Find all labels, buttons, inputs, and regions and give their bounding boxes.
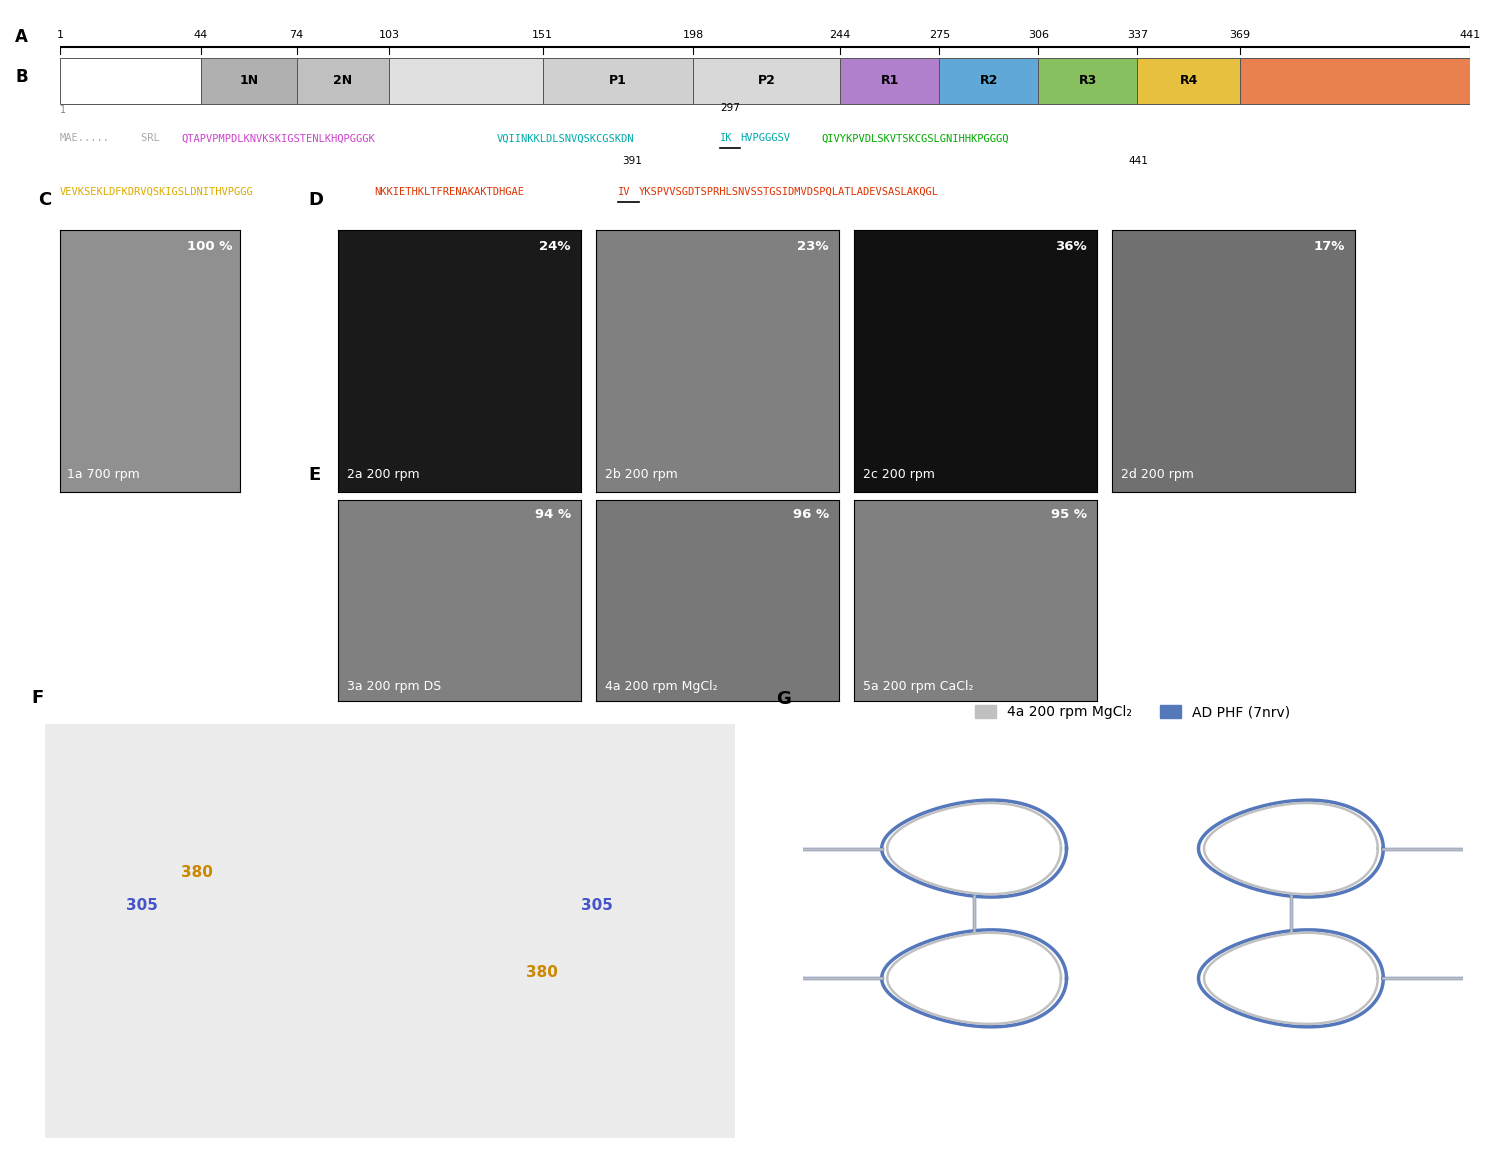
Text: 305: 305 bbox=[580, 899, 614, 913]
Bar bbox=[939, 59, 1038, 103]
Text: D: D bbox=[309, 191, 324, 209]
Text: 2d 200 rpm: 2d 200 rpm bbox=[1120, 469, 1194, 481]
Text: 441: 441 bbox=[1130, 156, 1149, 167]
Text: 1a 700 rpm: 1a 700 rpm bbox=[68, 469, 140, 481]
Text: B: B bbox=[15, 68, 28, 86]
Text: 44: 44 bbox=[194, 30, 208, 40]
Text: E: E bbox=[309, 465, 321, 484]
Text: 2a 200 rpm: 2a 200 rpm bbox=[346, 469, 420, 481]
Text: 103: 103 bbox=[380, 30, 400, 40]
Text: 1: 1 bbox=[60, 105, 66, 115]
Bar bbox=[390, 59, 543, 103]
Text: C: C bbox=[39, 191, 51, 209]
Text: 17%: 17% bbox=[1314, 240, 1346, 253]
Text: 4a 200 rpm MgCl₂: 4a 200 rpm MgCl₂ bbox=[604, 680, 718, 693]
Bar bbox=[1038, 59, 1137, 103]
Text: 380: 380 bbox=[526, 964, 558, 980]
Text: 3a 200 rpm DS: 3a 200 rpm DS bbox=[346, 680, 441, 693]
Text: 305: 305 bbox=[126, 899, 158, 913]
Text: 151: 151 bbox=[532, 30, 554, 40]
Text: IK: IK bbox=[720, 133, 732, 144]
Text: 275: 275 bbox=[928, 30, 950, 40]
Text: P2: P2 bbox=[758, 75, 776, 87]
Text: 94 %: 94 % bbox=[534, 508, 572, 520]
Bar bbox=[693, 59, 840, 103]
Bar bbox=[201, 59, 297, 103]
Text: SRL: SRL bbox=[141, 133, 166, 144]
Text: F: F bbox=[32, 689, 44, 708]
Text: QIVYKPVDLSKVTSKCGSLGNIHHKPGGGQ: QIVYKPVDLSKVTSKCGSLGNIHHKPGGGQ bbox=[822, 133, 1010, 144]
Text: R2: R2 bbox=[980, 75, 998, 87]
Text: 74: 74 bbox=[290, 30, 303, 40]
Bar bbox=[1137, 59, 1240, 103]
Text: 2N: 2N bbox=[333, 75, 352, 87]
Text: A: A bbox=[15, 29, 28, 46]
Bar bbox=[60, 59, 201, 103]
Text: MAE.....: MAE..... bbox=[60, 133, 110, 144]
Text: 36%: 36% bbox=[1054, 240, 1088, 253]
Text: 297: 297 bbox=[720, 102, 740, 113]
Text: 96 %: 96 % bbox=[792, 508, 830, 520]
Text: YKSPVVSGDTSPRHLSNVSSTGSIDMVDSPQLATLADEVSASLAKQGL: YKSPVVSGDTSPRHLSNVSSTGSIDMVDSPQLATLADEVS… bbox=[639, 187, 939, 198]
Text: 1: 1 bbox=[57, 30, 63, 40]
Text: 100 %: 100 % bbox=[188, 240, 232, 253]
Text: 2c 200 rpm: 2c 200 rpm bbox=[862, 469, 934, 481]
Text: 5a 200 rpm CaCl₂: 5a 200 rpm CaCl₂ bbox=[862, 680, 974, 693]
Bar bbox=[840, 59, 939, 103]
Bar bbox=[543, 59, 693, 103]
Text: 306: 306 bbox=[1028, 30, 1048, 40]
Text: R1: R1 bbox=[880, 75, 898, 87]
Text: 369: 369 bbox=[1228, 30, 1251, 40]
Bar bbox=[1240, 59, 1470, 103]
Text: R3: R3 bbox=[1078, 75, 1096, 87]
Text: QTAPVPMPDLKNVKSKIGSTENLKHQPGGGK: QTAPVPMPDLKNVKSKIGSTENLKHQPGGGK bbox=[182, 133, 375, 144]
Text: G: G bbox=[776, 689, 790, 708]
Text: 1N: 1N bbox=[238, 75, 258, 87]
Bar bbox=[297, 59, 390, 103]
Text: NKKIETHKLTFRENAKAKTDHGAE: NKKIETHKLTFRENAKAKTDHGAE bbox=[375, 187, 525, 198]
Text: 441: 441 bbox=[1460, 30, 1480, 40]
Text: 23%: 23% bbox=[798, 240, 830, 253]
Text: HVPGGGSV: HVPGGGSV bbox=[740, 133, 790, 144]
Text: 391: 391 bbox=[622, 156, 642, 167]
Text: 95 %: 95 % bbox=[1052, 508, 1088, 520]
Legend: 4a 200 rpm MgCl₂, AD PHF (7nrv): 4a 200 rpm MgCl₂, AD PHF (7nrv) bbox=[969, 700, 1296, 725]
Text: 337: 337 bbox=[1126, 30, 1148, 40]
Text: IV: IV bbox=[618, 187, 632, 198]
Text: P1: P1 bbox=[609, 75, 627, 87]
Text: 198: 198 bbox=[682, 30, 703, 40]
Text: VEVKSEKLDFKDRVQSKIGSLDNITHVPGGG: VEVKSEKLDFKDRVQSKIGSLDNITHVPGGG bbox=[60, 187, 254, 198]
Text: 2b 200 rpm: 2b 200 rpm bbox=[604, 469, 678, 481]
Text: VQIINKKLDLSNVQSKCGSKDN: VQIINKKLDLSNVQSKCGSKDN bbox=[496, 133, 634, 144]
Text: R4: R4 bbox=[1179, 75, 1198, 87]
Text: 24%: 24% bbox=[540, 240, 572, 253]
Text: 244: 244 bbox=[830, 30, 850, 40]
Text: 380: 380 bbox=[182, 865, 213, 880]
